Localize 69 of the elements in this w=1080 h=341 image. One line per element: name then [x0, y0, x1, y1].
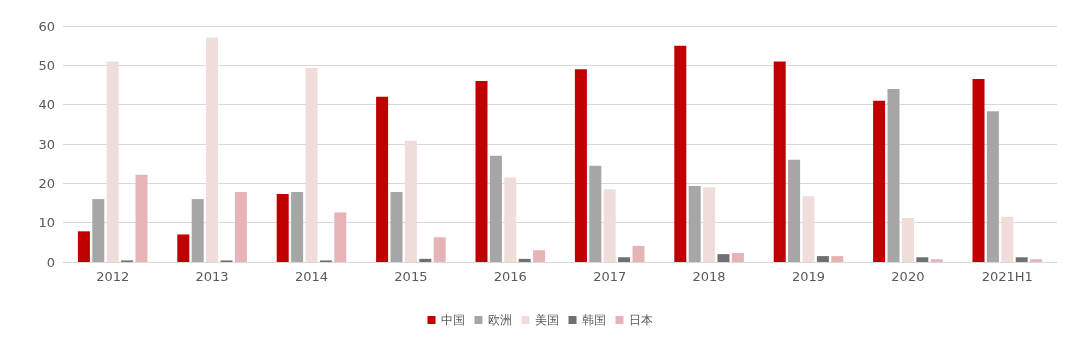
bar — [618, 257, 631, 262]
bar — [802, 196, 815, 262]
x-tick-label: 2019 — [791, 269, 826, 284]
bar — [731, 252, 744, 262]
bar — [589, 165, 602, 262]
bar — [674, 45, 687, 262]
bar — [717, 254, 730, 262]
y-tick-label: 0 — [46, 254, 55, 270]
bar — [972, 79, 985, 262]
bar — [276, 193, 289, 262]
bar — [206, 37, 219, 262]
bar — [603, 189, 616, 262]
bar — [632, 245, 645, 262]
bar — [92, 199, 105, 262]
bar — [489, 155, 502, 262]
y-tick-label: 30 — [38, 136, 55, 152]
bar — [1015, 257, 1028, 262]
y-tick-label: 10 — [38, 215, 55, 231]
bar — [1001, 216, 1014, 262]
bar — [305, 68, 318, 262]
legend-label: 日本 — [628, 313, 653, 327]
bar — [901, 217, 914, 262]
legend-label: 韩国 — [581, 313, 606, 327]
bar — [518, 258, 531, 262]
x-tick-label: 2020 — [891, 269, 925, 284]
bar — [106, 61, 119, 262]
bar — [873, 100, 886, 262]
bar — [404, 140, 417, 262]
legend-label: 美国 — [534, 313, 559, 327]
bar — [334, 212, 347, 262]
bar — [177, 234, 190, 262]
bar — [390, 191, 403, 262]
legend-label: 中国 — [440, 313, 465, 327]
bar — [916, 257, 929, 262]
bar — [77, 231, 90, 262]
x-tick-label: 2018 — [692, 269, 726, 284]
bar — [887, 88, 900, 262]
y-tick-label: 40 — [38, 97, 55, 113]
x-tick-label: 2015 — [394, 269, 428, 284]
x-tick-label: 2017 — [593, 269, 627, 284]
bar — [504, 177, 517, 262]
bar — [773, 61, 786, 262]
bar — [135, 174, 148, 262]
y-tick-label: 20 — [38, 175, 55, 191]
x-tick-label: 2021H1 — [981, 269, 1033, 284]
bar — [986, 111, 999, 262]
bar — [1030, 259, 1043, 262]
bar — [376, 96, 389, 262]
x-tick-label: 2012 — [96, 269, 130, 284]
bar — [574, 69, 587, 262]
bar — [816, 256, 829, 262]
bar — [191, 199, 204, 262]
bar — [291, 191, 304, 262]
bar — [433, 237, 446, 262]
bar — [930, 259, 943, 262]
x-tick-label: 2013 — [195, 269, 229, 284]
bar — [788, 159, 801, 262]
bar — [419, 258, 432, 262]
y-tick-label: 50 — [38, 57, 55, 73]
bar — [831, 256, 844, 262]
bar — [688, 186, 701, 262]
bar — [475, 81, 488, 262]
x-tick-label: 2014 — [294, 269, 329, 284]
legend-label: 欧洲 — [487, 313, 512, 327]
bar — [703, 187, 716, 262]
bar — [533, 250, 546, 262]
x-tick-label: 2016 — [493, 269, 527, 284]
bar — [234, 191, 247, 262]
y-tick-label: 60 — [38, 18, 55, 34]
